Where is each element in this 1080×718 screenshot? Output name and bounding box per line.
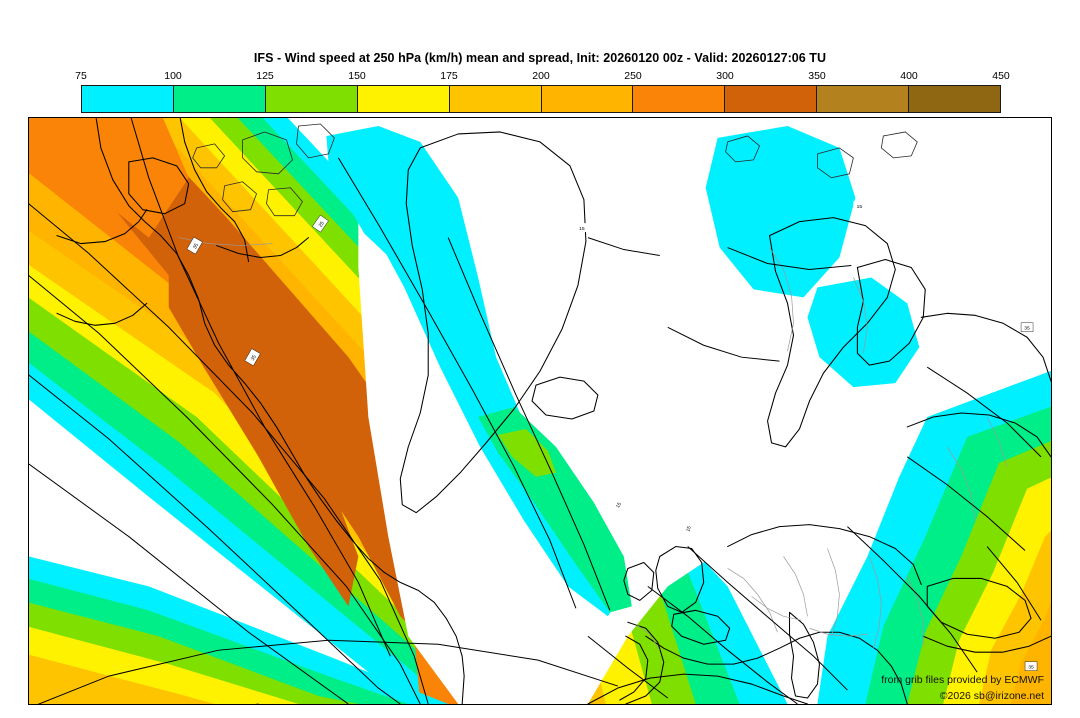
band-200-250-east xyxy=(1011,601,1051,704)
svg-text:25: 25 xyxy=(318,220,326,228)
colorbar-cell-350-400 xyxy=(817,86,910,112)
svg-text:35: 35 xyxy=(1028,665,1034,671)
colorbar-tick-175: 175 xyxy=(440,70,458,82)
colorbar-cell-250-300 xyxy=(633,86,726,112)
svg-text:35: 35 xyxy=(192,242,200,250)
colorbar xyxy=(81,85,1001,113)
contour-labels: 35 35 25 15 xyxy=(186,201,1038,671)
colorbar-tick-100: 100 xyxy=(164,70,182,82)
credit-source: from grib files provided by ECMWF xyxy=(881,674,1044,686)
colorbar-cell-125-150 xyxy=(265,86,358,112)
colorbar-tick-450: 450 xyxy=(992,70,1010,82)
calm-zone-central xyxy=(358,118,1051,704)
svg-text:15: 15 xyxy=(579,226,585,232)
coastlines xyxy=(56,118,1051,704)
credit-copyright: ©2026 sb@irizone.net xyxy=(939,690,1044,702)
colorbar-cell-100-125 xyxy=(173,86,266,112)
colorbar-tick-150: 150 xyxy=(348,70,366,82)
band-nw-warm-wedge xyxy=(58,118,189,238)
band-175-200-iberia xyxy=(29,654,215,704)
colorbar-tick-125: 125 xyxy=(256,70,274,82)
colorbar-tick-350: 350 xyxy=(808,70,826,82)
svg-text:15: 15 xyxy=(615,501,623,509)
colorbar-cell-400-450 xyxy=(909,86,1001,112)
page-title: IFS - Wind speed at 250 hPa (km/h) mean … xyxy=(253,51,827,65)
svg-text:15: 15 xyxy=(685,525,692,532)
map-field: 35 35 25 15 xyxy=(29,118,1051,704)
svg-text:15: 15 xyxy=(857,204,863,210)
band-core-hotspot xyxy=(168,267,359,607)
colorbar-cell-150-175 xyxy=(357,86,450,112)
colorbar-tick-200: 200 xyxy=(532,70,550,82)
band-125-150-greenland xyxy=(498,428,556,477)
band-75-100-iceland xyxy=(340,147,425,268)
colorbar-cell-175-200 xyxy=(449,86,542,112)
colorbar-tick-300: 300 xyxy=(716,70,734,82)
colorbar-tick-400: 400 xyxy=(900,70,918,82)
isotach-contours xyxy=(29,118,1042,704)
map-canvas[interactable]: 35 35 25 15 xyxy=(28,117,1052,705)
colorbar-cell-300-350 xyxy=(725,86,818,112)
svg-text:35: 35 xyxy=(1024,326,1030,332)
colorbar-cell-200-250 xyxy=(541,86,634,112)
colorbar-cell-75-100 xyxy=(82,86,174,112)
colorbar-tick-250: 250 xyxy=(624,70,642,82)
colorbar-swatches xyxy=(81,85,1001,113)
svg-text:35: 35 xyxy=(250,354,258,362)
colorbar-tick-75: 75 xyxy=(75,70,87,82)
band-250-300-atlantic xyxy=(29,118,507,704)
colorbar-tick-labels: 75 100 125 150 175 200 250 300 350 400 450 xyxy=(75,70,1010,84)
band-75-100-norwegian-sea xyxy=(705,125,856,298)
